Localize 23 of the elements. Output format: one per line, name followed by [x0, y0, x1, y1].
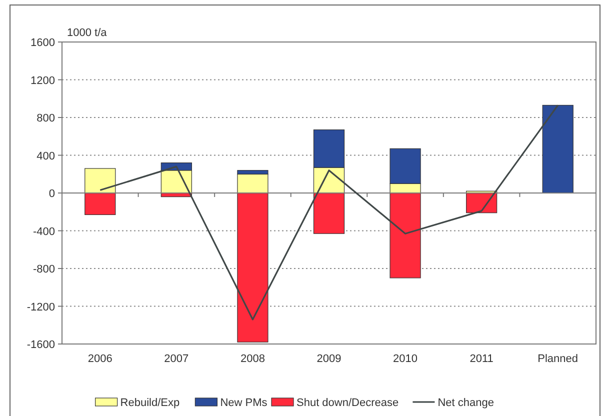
y-tick-label: -400	[32, 226, 55, 238]
y-tick-label: -1600	[26, 339, 55, 351]
x-tick-label: 2008	[240, 353, 265, 365]
y-tick-label: 400	[36, 150, 55, 162]
x-tick-label: Planned	[538, 353, 578, 365]
y-tick-label: 1200	[30, 74, 55, 87]
y-tick-label: -800	[32, 264, 55, 276]
legend-label: Shut down/Decrease	[296, 397, 399, 409]
bar	[542, 104, 574, 194]
legend-label: Rebuild/Exp	[120, 397, 180, 409]
line-series	[99, 104, 559, 320]
y-tick-label: 1600	[30, 37, 55, 49]
x-tick-label: 2006	[88, 353, 112, 365]
y-tick-label: -1200	[26, 301, 55, 314]
y-axis-title: 1000 t/a	[67, 27, 108, 39]
legend-label: New PMs	[220, 397, 268, 409]
x-tick-label: 2007	[164, 353, 189, 365]
x-tick-label: 2009	[316, 353, 342, 365]
legend-label: Net change	[438, 397, 494, 409]
y-tick-label: 800	[36, 112, 55, 124]
y-tick-label: 0	[48, 188, 55, 200]
x-tick-label: 2010	[393, 353, 418, 365]
x-tick-label: 2011	[470, 353, 494, 365]
